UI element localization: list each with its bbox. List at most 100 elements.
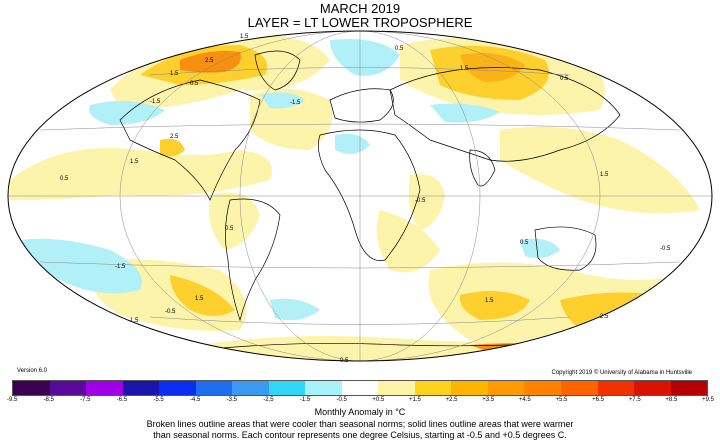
contour-label: 0.5 [395, 46, 404, 52]
colorbar-cell [560, 381, 598, 395]
colorbar-ticks: -9.5 -8.5 -7.5 -6.5 -5.5 -4.5 -3.5 -2.5 -1.5 -0.5… [7, 397, 714, 405]
warm-region-pacific-core [160, 138, 185, 157]
contour-label: 2.5 [600, 314, 609, 320]
colorbar-tick-label: +1.5 [409, 397, 421, 403]
contour-label: 1.5 [460, 66, 469, 72]
contour-labels: 2.5 1.5 0.5 1.5 -1.5 -1.5 0.5 1.5 0.5 0.… [60, 34, 671, 364]
cool-region-south-atlantic [270, 298, 320, 321]
colorbar-tick-label: +3.5 [482, 397, 495, 403]
contour-label: 1.5 [485, 298, 494, 304]
colorbar-cell [597, 381, 635, 395]
colorbar-tick-label: -7.5 [80, 397, 91, 403]
contour-label: 0.5 [225, 226, 234, 232]
caption-line-2: than seasonal norms. Each contour repres… [153, 430, 567, 440]
contour-label: -0.5 [165, 309, 176, 315]
colorbar-cell [195, 381, 233, 395]
contour-label: 1.5 [170, 71, 179, 77]
colorbar-cell [378, 381, 415, 395]
cool-region-europe [430, 103, 500, 123]
colorbar-tick-label: +5.5 [555, 397, 568, 403]
colorbar-cell [670, 381, 708, 395]
contour-label: 2.5 [170, 134, 179, 140]
contour-label: 0.5 [520, 240, 529, 246]
map-subtitle: LAYER = LT LOWER TROPOSPHERE [247, 15, 473, 30]
contour-label: -1.5 [115, 264, 126, 270]
map-title: MARCH 2019 [319, 1, 401, 16]
cool-region-canada [260, 92, 305, 109]
colorbar-tick-label: +9.5 [702, 397, 714, 403]
contour-label: 0.5 [340, 358, 349, 364]
hot-region-greenland [180, 51, 241, 73]
contour-label: 1.5 [240, 34, 249, 40]
colorbar-cell [451, 381, 488, 395]
warm-region-africa [408, 174, 445, 230]
contour-label: 0.5 [190, 81, 199, 87]
graticule [8, 31, 712, 361]
colorbar [12, 380, 708, 396]
contour-label: -1.5 [290, 100, 301, 106]
colorbar-tick-label: -2.5 [263, 397, 274, 403]
colorbar-cell [13, 381, 50, 395]
cool-region-australia [520, 238, 560, 258]
coast-north-america [119, 79, 261, 201]
contour-label: 1.5 [600, 172, 609, 178]
coast-africa [318, 129, 421, 261]
warm-region-north-pacific [10, 148, 272, 200]
copyright-label: Copyright 2019 © University of Alabama i… [551, 370, 693, 376]
colorbar-tick-label: +4.5 [518, 397, 531, 403]
colorbar-cell [487, 381, 525, 395]
warm-region-south-indian-core [459, 291, 530, 320]
colorbar-cell [634, 381, 671, 395]
coast-australia [534, 226, 597, 271]
anomaly-map: 2.5 1.5 0.5 1.5 -1.5 -1.5 0.5 1.5 0.5 0.… [7, 30, 713, 364]
warm-region-indian [376, 210, 440, 273]
colorbar-tick-label: -8.5 [43, 397, 54, 403]
colorbar-cell [122, 381, 160, 395]
warm-region-south-america [209, 192, 260, 250]
colorbar-tick-label: +7.5 [628, 397, 641, 403]
version-label: Version 6.0 [17, 368, 48, 374]
contour-label: 1.5 [195, 296, 204, 302]
colorbar-cell [268, 381, 306, 395]
colorbar-cell [341, 381, 379, 395]
contour-label: -0.5 [415, 198, 426, 204]
colorbar-tick-label: -9.5 [6, 397, 18, 403]
colorbar-tick-label: -1.5 [299, 397, 311, 403]
warm-region-antarctic [200, 335, 614, 361]
colorbar-cell [49, 381, 87, 395]
map-outline [7, 30, 713, 362]
colorbar-cell [414, 381, 452, 395]
coast-south-america [225, 198, 281, 322]
colorbar-tick-label: +2.5 [445, 397, 458, 403]
colorbar-tick-label: -6.5 [116, 397, 128, 403]
cool-region-north-america [330, 39, 400, 76]
coast-india [469, 149, 496, 187]
colorbar-tick-label: -3.5 [226, 397, 237, 403]
colorbar-tick-label: +6.5 [592, 397, 605, 403]
colorbar-cell [305, 381, 342, 395]
colorbar-tick-label: -4.5 [189, 397, 201, 403]
warm-region-east-asia [500, 126, 700, 214]
coast-europe [329, 88, 394, 123]
colorbar-tick-label: -5.5 [153, 397, 164, 403]
caption-line-1: Broken lines outline areas that were coo… [146, 419, 574, 429]
units-label: Monthly Anomaly in °C [314, 407, 406, 417]
colorbar-cell [159, 381, 196, 395]
contour-label: 2.5 [205, 58, 214, 64]
contour-label: 0.5 [560, 76, 569, 82]
coast-asia [389, 67, 621, 162]
contour-label: 1.5 [130, 318, 139, 324]
contour-label: 1.5 [130, 159, 139, 165]
warm-region-southeast-core [560, 292, 690, 340]
coast-greenland [254, 50, 301, 91]
colorbar-cell [524, 381, 561, 395]
colorbar-cell [232, 381, 269, 395]
contour-label: 0.5 [60, 176, 69, 182]
colorbar-tick-label: -0.5 [336, 397, 347, 403]
contour-label: -0.5 [660, 246, 671, 252]
cool-region-southern-pacific [20, 238, 142, 294]
colorbar-tick-label: +8.5 [665, 397, 678, 403]
colorbar-tick-label: +0.5 [372, 397, 385, 403]
warm-region-south-pacific-core [170, 275, 235, 316]
contour-label: -1.5 [150, 99, 161, 105]
